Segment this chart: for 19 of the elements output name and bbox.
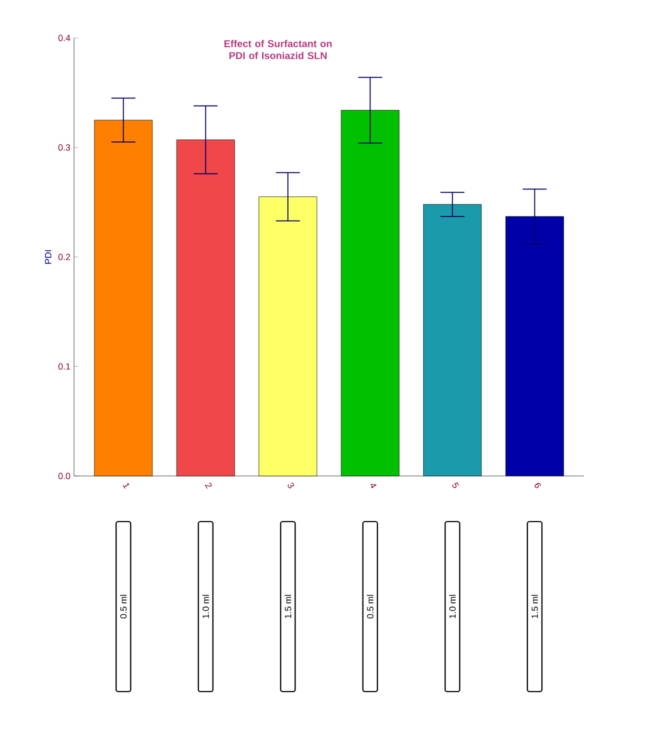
y-tick-label: 0.1 — [58, 363, 70, 370]
x-tick-label: 1 — [122, 482, 130, 489]
x-tick-label: 2 — [204, 482, 212, 489]
y-tick-label: 0.4 — [58, 34, 70, 42]
y-tick-label: 0.3 — [58, 144, 70, 151]
text: 0.5 ml — [120, 594, 127, 618]
y-tick-label: 0.0 — [58, 472, 70, 480]
text: 0.5 ml — [366, 594, 374, 618]
y-axis-title: PDI — [45, 250, 52, 264]
y-tick-label: 0.2 — [58, 254, 70, 260]
x-tick-label: 6 — [534, 483, 541, 488]
text: Effect of Surfactant on PDI of Isoniazid SLN — [224, 40, 332, 60]
x-tick-label: 4 — [370, 484, 377, 488]
x-tick-label: 5 — [452, 482, 460, 488]
text: 1.5 ml — [531, 594, 538, 618]
text: 1.0 ml — [449, 594, 456, 618]
text: 1.5 ml — [284, 594, 292, 618]
x-tick-label: 3 — [288, 482, 294, 488]
text: 1.0 ml — [202, 594, 209, 618]
